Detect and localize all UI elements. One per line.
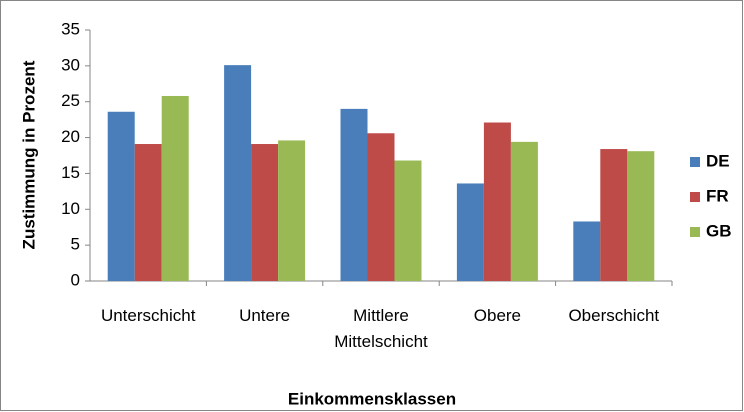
legend-label: GB — [706, 221, 732, 240]
bar — [456, 183, 484, 281]
bar — [251, 144, 279, 281]
x-tick-label: Oberschicht — [568, 306, 659, 325]
bar — [483, 122, 511, 281]
bar — [573, 221, 601, 281]
y-tick-label: 15 — [61, 163, 80, 182]
bar — [627, 151, 655, 281]
x-tick-label: Unterschicht — [101, 306, 196, 325]
bar — [510, 141, 538, 281]
y-tick-label: 20 — [61, 127, 80, 146]
bar — [107, 111, 135, 281]
bar — [600, 149, 628, 281]
legend-label: FR — [706, 186, 729, 205]
x-axis-title: Einkommensklassen — [288, 389, 456, 408]
y-tick-label: 10 — [61, 199, 80, 218]
y-tick-label: 35 — [61, 19, 80, 38]
legend-swatch — [690, 157, 700, 167]
y-axis-title: Zustimmung in Prozent — [19, 60, 38, 249]
y-tick-label: 30 — [61, 55, 80, 74]
bar — [367, 133, 395, 281]
legend-swatch — [690, 227, 700, 237]
x-tick-label: Untere — [239, 306, 290, 325]
bar — [340, 108, 368, 281]
bar — [224, 65, 252, 281]
y-tick-label: 5 — [71, 235, 80, 254]
bar — [394, 160, 422, 281]
y-tick-label: 25 — [61, 91, 80, 110]
bar — [278, 140, 306, 281]
legend-label: DE — [706, 151, 730, 170]
x-tick-label: Mittlere Mittelschicht — [334, 306, 428, 351]
y-tick-label: 0 — [71, 270, 80, 289]
x-tick-label: Obere — [474, 306, 521, 325]
bar — [161, 95, 189, 281]
bar — [134, 144, 162, 281]
legend-swatch — [690, 192, 700, 202]
